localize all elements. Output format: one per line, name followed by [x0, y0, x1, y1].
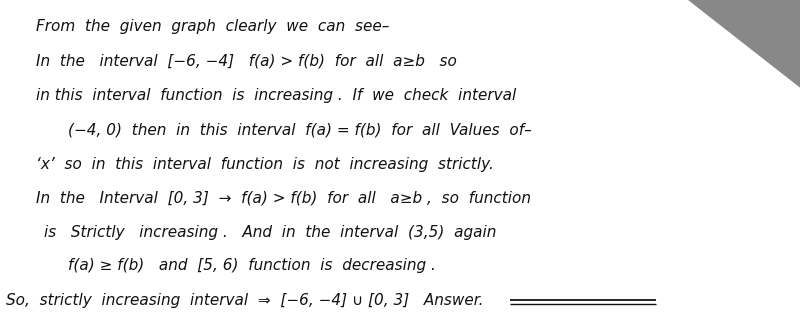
Polygon shape [704, 0, 800, 75]
Text: From  the  given  graph  clearly  we  can  see–: From the given graph clearly we can see– [36, 19, 390, 34]
Text: in this  interval  function  is  increasing .  If  we  check  interval: in this interval function is increasing … [36, 88, 516, 103]
Text: is   Strictly   increasing .   And  in  the  interval  (3,5)  again: is Strictly increasing . And in the inte… [44, 225, 496, 240]
Text: ‘x’  so  in  this  interval  function  is  not  increasing  strictly.: ‘x’ so in this interval function is not … [36, 156, 494, 172]
Polygon shape [688, 0, 800, 88]
Text: f(a) ≥ f(b)   and  [5, 6)  function  is  decreasing .: f(a) ≥ f(b) and [5, 6) function is decre… [68, 258, 436, 273]
Text: In  the   Interval  [0, 3]  →  f(a) > f(b)  for  all   a≥b ,  so  function: In the Interval [0, 3] → f(a) > f(b) for… [36, 191, 531, 206]
Text: In  the   interval  [−6, −4]   f(a) > f(b)  for  all  a≥b   so: In the interval [−6, −4] f(a) > f(b) for… [36, 53, 457, 68]
Text: So,  strictly  increasing  interval  ⇒  [−6, −4] ∪ [0, 3]   Answer.: So, strictly increasing interval ⇒ [−6, … [6, 293, 484, 308]
Text: (−4, 0)  then  in  this  interval  f(a) = f(b)  for  all  Values  of–: (−4, 0) then in this interval f(a) = f(b… [68, 122, 532, 137]
